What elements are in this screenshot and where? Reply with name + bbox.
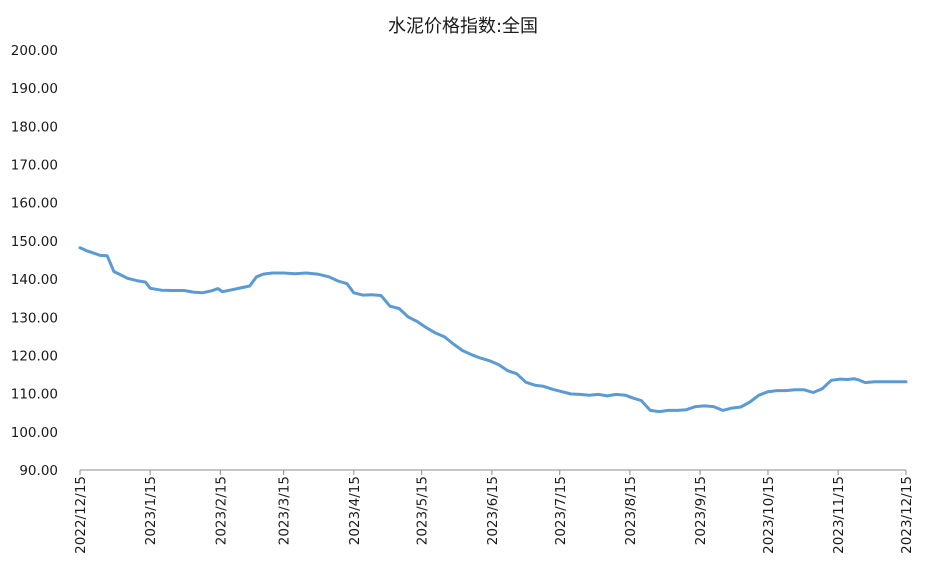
y-tick-label: 130.00 <box>11 310 58 326</box>
series-line <box>78 246 908 414</box>
x-tick-label: 2023/3/15 <box>277 476 293 545</box>
y-tick-label: 90.00 <box>19 463 58 479</box>
x-axis <box>79 469 907 475</box>
y-tick-label: 160.00 <box>11 196 58 212</box>
y-tick-label: 110.00 <box>11 387 58 403</box>
y-tick-label: 150.00 <box>11 234 58 250</box>
x-tick-label: 2023/6/15 <box>485 476 501 545</box>
x-tick-label: 2023/10/15 <box>761 476 777 554</box>
x-tick-label: 2023/7/15 <box>553 476 569 545</box>
y-axis-labels: 90.00 100.00 110.00 120.00 130.00 140.00 150.0… <box>11 43 58 479</box>
x-tick-label: 2022/12/15 <box>73 476 89 554</box>
y-tick-label: 200.00 <box>11 43 58 59</box>
x-tick-label: 2023/11/15 <box>831 476 847 554</box>
x-tick-label: 2023/8/15 <box>623 476 639 545</box>
x-tick-label: 2023/4/15 <box>347 476 363 545</box>
y-tick-label: 140.00 <box>11 272 58 288</box>
chart-title: 水泥价格指数:全国 <box>388 16 538 37</box>
x-tick-label: 2023/2/15 <box>213 476 229 545</box>
y-tick-label: 190.00 <box>11 81 58 97</box>
y-tick-label: 170.00 <box>11 158 58 174</box>
x-axis-labels: 2022/12/15 2023/1/15 2023/2/15 2023/3/15 202… <box>73 476 915 554</box>
series-group <box>78 246 908 414</box>
x-tick-label: 2023/1/15 <box>143 476 159 545</box>
y-tick-label: 120.00 <box>11 348 58 364</box>
x-tick-label: 2023/12/15 <box>899 476 915 554</box>
x-tick-label: 2023/9/15 <box>693 476 709 545</box>
x-tick-label: 2023/5/15 <box>415 476 431 545</box>
y-tick-label: 100.00 <box>11 425 58 441</box>
y-tick-label: 180.00 <box>11 119 58 135</box>
